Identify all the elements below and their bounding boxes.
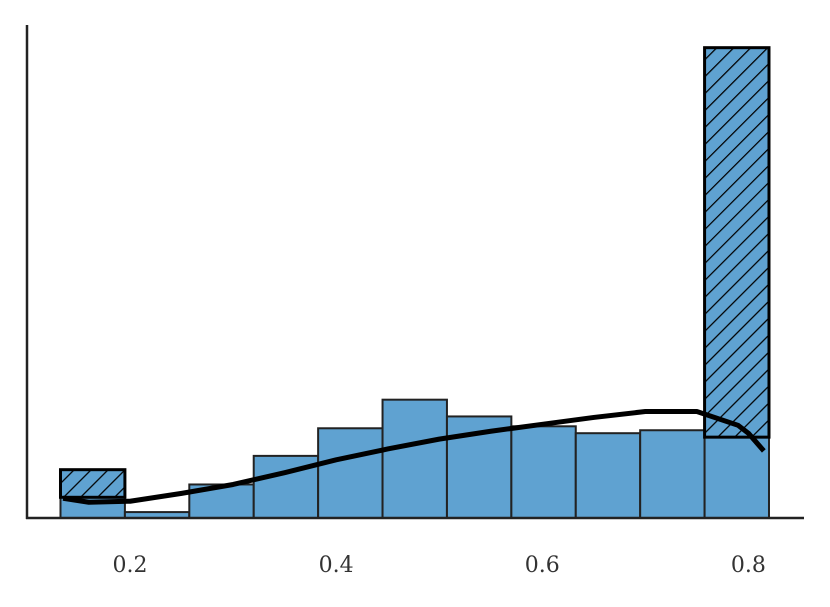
- bar: [381, 398, 448, 519]
- overflow-hatch: [58, 468, 127, 499]
- overflow-hatch: [703, 46, 771, 439]
- x-tick-label: 0.8: [731, 553, 766, 578]
- x-tick-label: 0.6: [525, 553, 560, 578]
- bar: [574, 432, 642, 520]
- bar: [639, 429, 706, 519]
- x-tick-label: 0.2: [113, 553, 148, 578]
- bar: [510, 425, 577, 519]
- bar: [317, 427, 384, 519]
- plot-area: [58, 46, 771, 520]
- x-tick-label: 0.4: [319, 553, 354, 578]
- kde-line: [62, 409, 766, 505]
